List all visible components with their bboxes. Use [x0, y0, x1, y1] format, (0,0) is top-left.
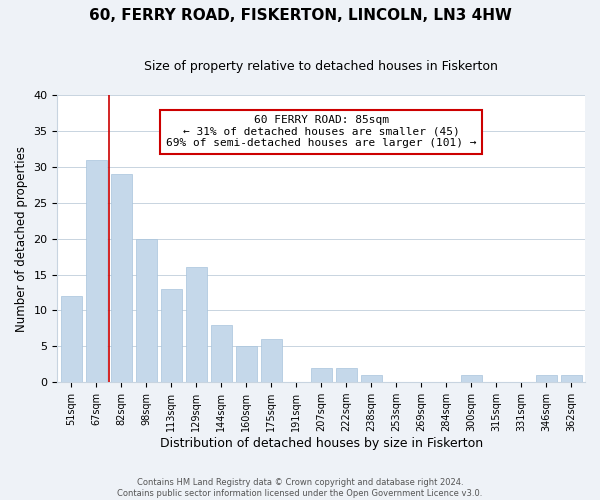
Bar [211, 325, 232, 382]
Bar [260, 339, 282, 382]
Bar [236, 346, 257, 382]
Bar [86, 160, 107, 382]
Y-axis label: Number of detached properties: Number of detached properties [15, 146, 28, 332]
Bar [311, 368, 332, 382]
Bar [185, 268, 207, 382]
Bar [461, 375, 482, 382]
Text: Contains HM Land Registry data © Crown copyright and database right 2024.
Contai: Contains HM Land Registry data © Crown c… [118, 478, 482, 498]
Bar [161, 289, 182, 382]
Bar [536, 375, 557, 382]
Text: 60 FERRY ROAD: 85sqm
← 31% of detached houses are smaller (45)
69% of semi-detac: 60 FERRY ROAD: 85sqm ← 31% of detached h… [166, 115, 476, 148]
Bar [335, 368, 357, 382]
Bar [110, 174, 132, 382]
Bar [136, 238, 157, 382]
Title: Size of property relative to detached houses in Fiskerton: Size of property relative to detached ho… [144, 60, 498, 73]
Bar [560, 375, 582, 382]
X-axis label: Distribution of detached houses by size in Fiskerton: Distribution of detached houses by size … [160, 437, 483, 450]
Bar [61, 296, 82, 382]
Bar [361, 375, 382, 382]
Text: 60, FERRY ROAD, FISKERTON, LINCOLN, LN3 4HW: 60, FERRY ROAD, FISKERTON, LINCOLN, LN3 … [89, 8, 511, 22]
